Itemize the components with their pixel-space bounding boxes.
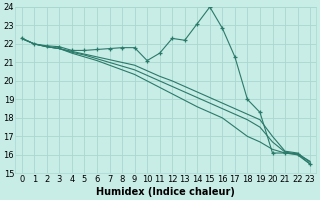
X-axis label: Humidex (Indice chaleur): Humidex (Indice chaleur) xyxy=(97,187,236,197)
